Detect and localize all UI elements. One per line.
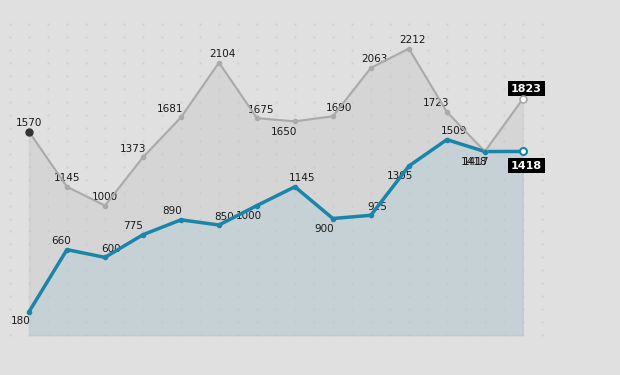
Text: 1681: 1681 [157, 104, 184, 114]
Text: 1823: 1823 [511, 84, 542, 94]
Text: 1690: 1690 [326, 103, 352, 113]
Text: 2104: 2104 [210, 49, 236, 59]
Text: 1417: 1417 [463, 157, 490, 167]
Text: 1509: 1509 [440, 126, 467, 136]
Text: 890: 890 [162, 206, 182, 216]
Text: 2212: 2212 [399, 35, 426, 45]
Text: 925: 925 [368, 202, 388, 212]
Text: 1000: 1000 [92, 192, 118, 202]
Text: 180: 180 [11, 316, 30, 326]
Text: 1305: 1305 [388, 171, 414, 182]
Text: 850: 850 [215, 211, 234, 222]
Text: 2063: 2063 [361, 54, 388, 64]
Text: 1373: 1373 [120, 144, 147, 154]
Text: 1675: 1675 [247, 105, 274, 115]
Text: 1000: 1000 [236, 211, 262, 221]
Text: 900: 900 [315, 224, 334, 234]
Text: 1570: 1570 [16, 118, 42, 128]
Text: 600: 600 [101, 244, 120, 254]
Text: 1145: 1145 [54, 173, 80, 183]
Text: 1650: 1650 [271, 127, 298, 137]
Text: 1418: 1418 [511, 160, 542, 171]
Text: 1145: 1145 [288, 173, 315, 183]
Text: 775: 775 [123, 221, 143, 231]
Text: 660: 660 [51, 236, 71, 246]
Text: 1418: 1418 [461, 157, 487, 167]
Text: 1723: 1723 [423, 99, 450, 108]
